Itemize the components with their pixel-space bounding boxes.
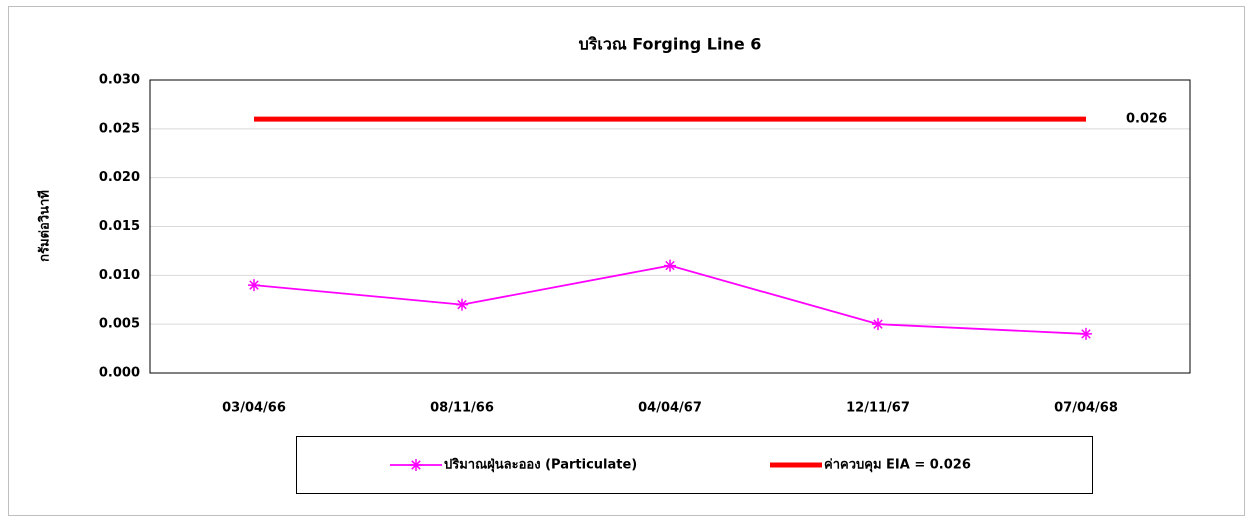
y-tick-label: 0.015 [99,219,140,234]
y-tick-label: 0.005 [99,317,140,332]
point-marker [1080,327,1092,340]
y-tick-label: 0.010 [99,268,140,283]
y-axis-label: กรัมต่อวินาที [37,190,53,262]
y-tick-label: 0.025 [99,121,140,136]
plot-frame [149,79,1191,374]
point-marker [456,298,468,311]
y-tick-label: 0.000 [99,366,140,381]
point-marker [872,318,884,331]
x-tick-label: 07/04/68 [1054,401,1118,416]
chart-frame [8,6,1245,516]
legend-marker [410,459,422,471]
point-marker [248,279,260,292]
legend-label: ปริมาณฝุ่นละออง (Particulate) [444,458,637,473]
x-tick-label: 12/11/67 [846,401,910,416]
point-marker [664,259,676,272]
x-tick-label: 04/04/67 [638,401,702,416]
y-tick-label: 0.020 [99,170,140,185]
chart-title: บริเวณ Forging Line 6 [579,35,762,54]
data-label: 0.026 [1126,112,1167,127]
legend-box [296,436,1093,494]
legend-label: ค่าควบคุม EIA = 0.026 [824,458,971,473]
x-tick-label: 03/04/66 [222,401,286,416]
y-tick-label: 0.030 [99,73,140,88]
x-tick-label: 08/11/66 [430,401,494,416]
